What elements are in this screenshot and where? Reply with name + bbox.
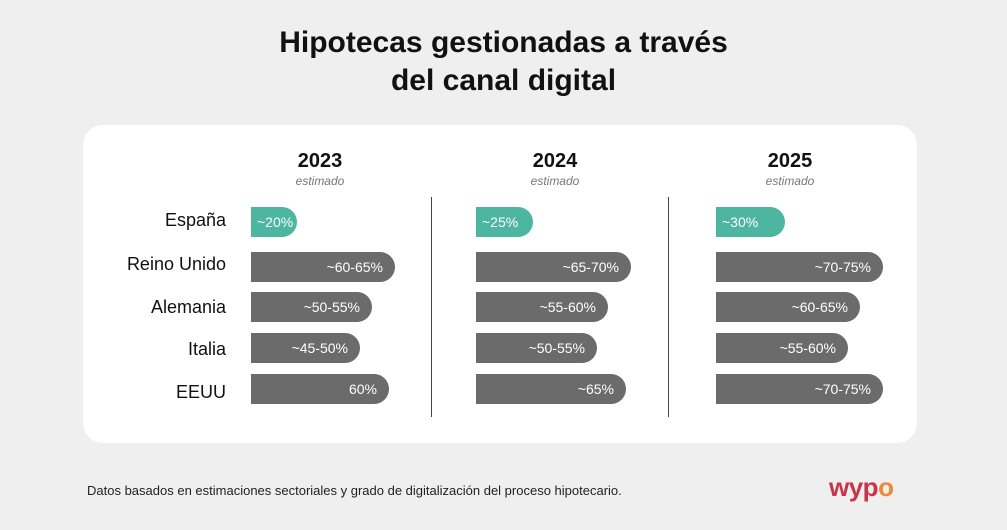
- logo-accent: o: [878, 472, 894, 502]
- bar-2-4: ~70-75%: [716, 374, 883, 404]
- country-label-4: EEUU: [175, 382, 226, 402]
- bar-2-3: ~55-60%: [716, 333, 848, 363]
- column-divider-0: [431, 197, 432, 417]
- country-label-1: Reino Unido: [126, 254, 226, 274]
- country-label-2: Alemania: [150, 297, 226, 317]
- year-sublabel: estimado: [530, 174, 580, 188]
- chart-card: 2023 estimado ~20% ~60-65% ~50-55% ~45-50% 60%…: [83, 125, 917, 443]
- bar-2-1: ~70-75%: [716, 252, 883, 282]
- bar-0-4: 60%: [251, 374, 389, 404]
- country-label-0: España: [164, 210, 226, 230]
- year-header-1: 2024 estimado: [475, 149, 635, 188]
- year-label: 2025: [767, 150, 813, 172]
- year-label: 2024: [532, 150, 578, 172]
- column-divider-1: [668, 197, 669, 417]
- title-line-1: Hipotecas gestionadas a través: [279, 26, 728, 59]
- year-sublabel: estimado: [295, 174, 345, 188]
- bar-1-4: ~65%: [476, 374, 626, 404]
- year-header-0: 2023 estimado: [240, 149, 400, 188]
- bar-1-0: ~25%: [476, 207, 533, 237]
- bar-0-2: ~50-55%: [251, 292, 372, 322]
- year-header-2: 2025 estimado: [710, 149, 870, 188]
- bar-2-0: ~30%: [716, 207, 785, 237]
- bar-1-2: ~55-60%: [476, 292, 608, 322]
- bar-0-1: ~60-65%: [251, 252, 395, 282]
- country-label-3: Italia: [187, 339, 226, 359]
- bar-0-0: ~20%: [251, 207, 297, 237]
- bar-1-1: ~65-70%: [476, 252, 631, 282]
- year-label: 2023: [297, 150, 343, 172]
- bar-1-3: ~50-55%: [476, 333, 597, 363]
- year-sublabel: estimado: [765, 174, 815, 188]
- logo-text: wyp: [829, 472, 879, 502]
- bar-0-3: ~45-50%: [251, 333, 360, 363]
- bar-2-2: ~60-65%: [716, 292, 860, 322]
- wypo-logo: wypo: [829, 472, 919, 504]
- title-line-2: del canal digital: [390, 64, 617, 97]
- page-title: Hipotecas gestionadas a través del canal…: [0, 24, 1007, 100]
- footnote: Datos basados en estimaciones sectoriale…: [87, 483, 622, 498]
